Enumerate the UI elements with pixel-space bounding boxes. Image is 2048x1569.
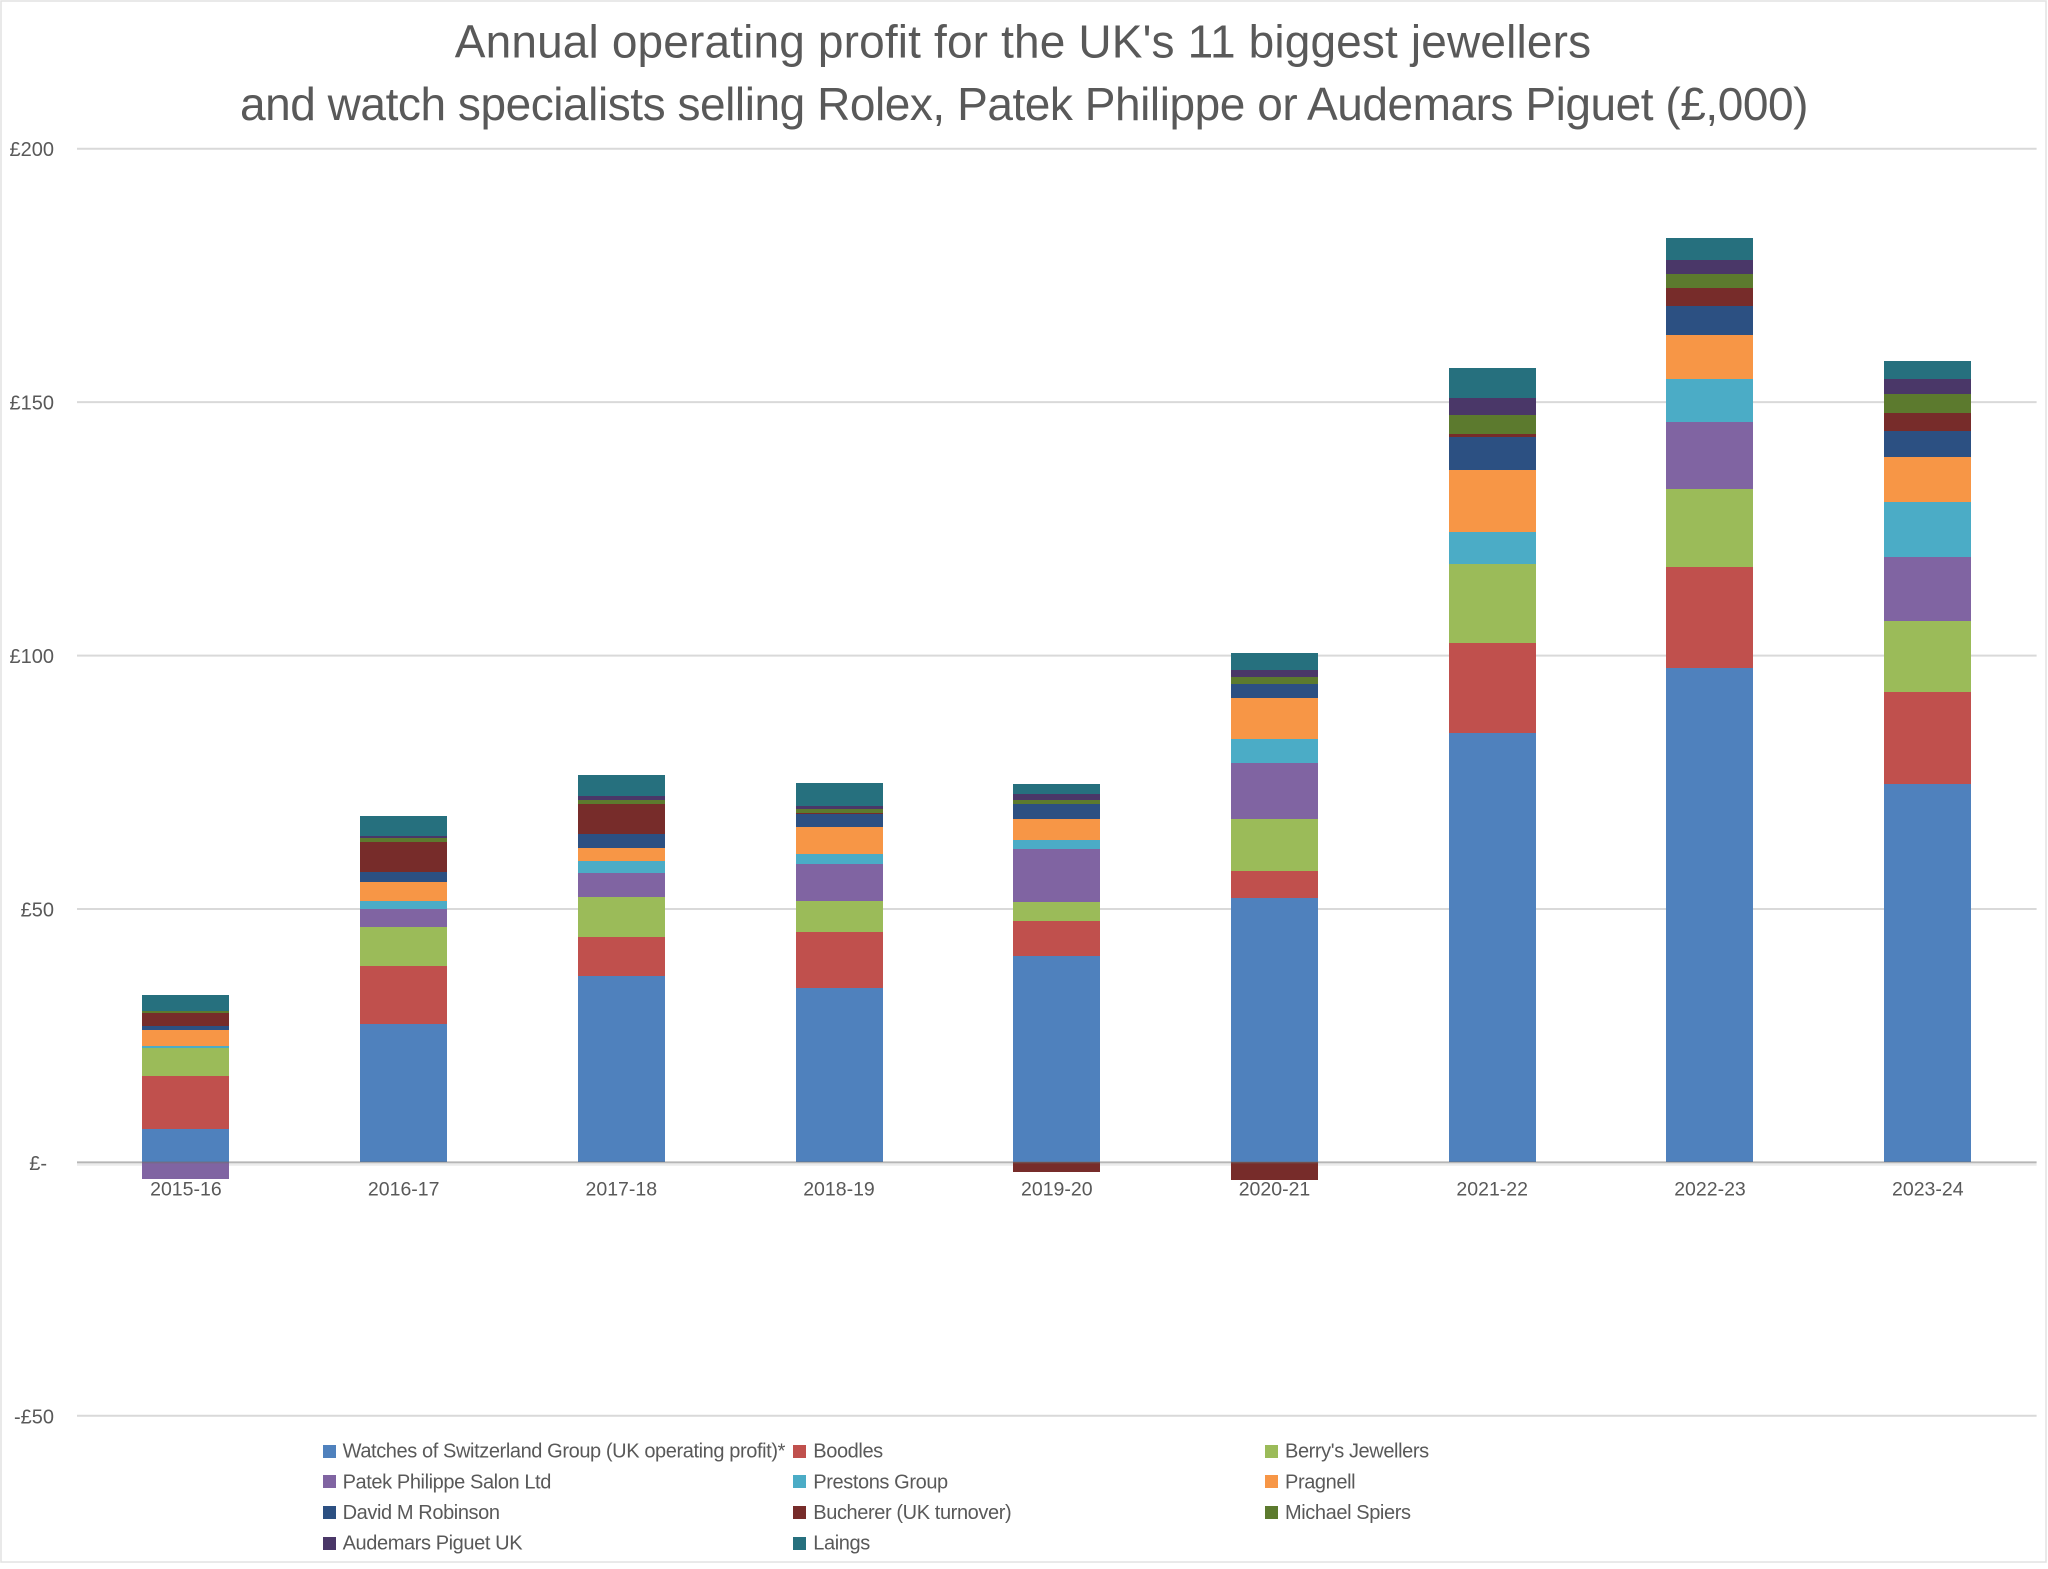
svg-text:2018-19: 2018-19 [803,1179,875,1201]
svg-text:Boodles: Boodles [813,1441,883,1463]
svg-text:Prestons Group: Prestons Group [813,1471,948,1493]
svg-text:2023-24: 2023-24 [1892,1179,1964,1201]
svg-text:2017-18: 2017-18 [586,1179,658,1201]
svg-text:Bucherer (UK turnover): Bucherer (UK turnover) [813,1502,1011,1524]
svg-text:£100: £100 [10,646,55,668]
svg-text:-£50: -£50 [14,1406,54,1428]
svg-text:2022-23: 2022-23 [1674,1179,1746,1201]
svg-text:Laings: Laings [813,1533,870,1555]
svg-text:2020-21: 2020-21 [1239,1179,1311,1201]
svg-text:2015-16: 2015-16 [150,1179,222,1201]
svg-text:Berry's Jewellers: Berry's Jewellers [1285,1441,1429,1463]
svg-text:Pragnell: Pragnell [1285,1471,1355,1493]
svg-text:£150: £150 [10,393,55,415]
svg-text:Watches of Switzerland Group (: Watches of Switzerland Group (UK operati… [343,1441,786,1463]
svg-text:£-: £- [29,1153,47,1175]
svg-text:Audemars Piguet UK: Audemars Piguet UK [343,1533,524,1555]
svg-text:£200: £200 [10,139,55,161]
svg-text:and watch specialists selling: and watch specialists selling Rolex, Pat… [240,78,1808,130]
svg-text:2021-22: 2021-22 [1456,1179,1528,1201]
svg-text:Michael Spiers: Michael Spiers [1285,1502,1411,1524]
svg-text:2019-20: 2019-20 [1021,1179,1093,1201]
svg-text:David M Robinson: David M Robinson [343,1502,500,1524]
svg-text:£50: £50 [21,900,54,922]
svg-text:Annual operating profit for th: Annual operating profit for the UK's 11 … [455,16,1591,68]
svg-text:2016-17: 2016-17 [368,1179,440,1201]
svg-text:Patek Philippe Salon Ltd: Patek Philippe Salon Ltd [343,1471,551,1493]
